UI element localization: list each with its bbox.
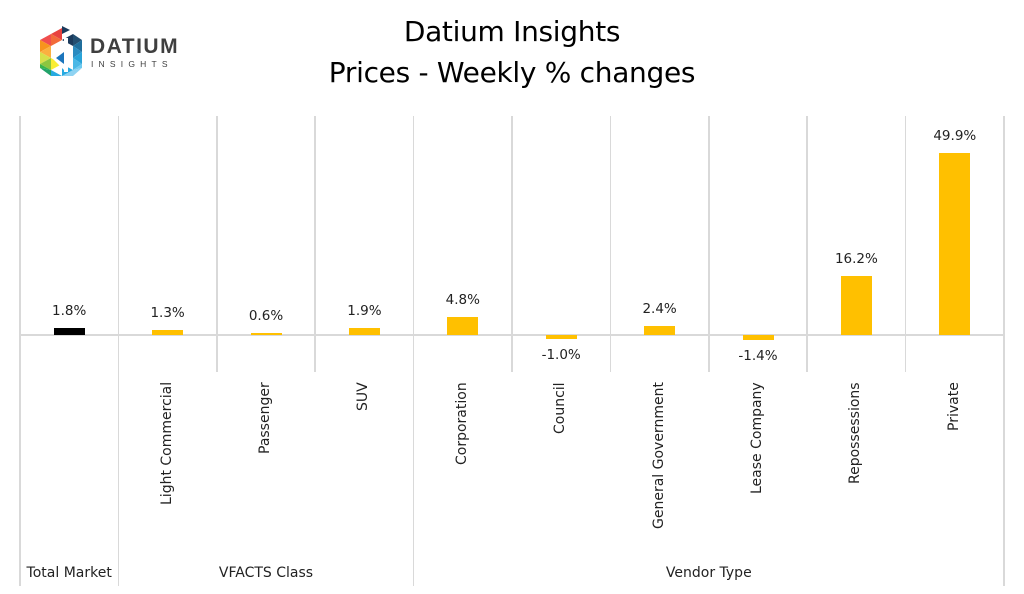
- data-label: 1.9%: [347, 303, 382, 320]
- chart-subtitle: Prices - Weekly % changes: [328, 56, 696, 89]
- data-label: 1.3%: [150, 305, 185, 322]
- datium-logo: DATIUM INSIGHTS: [38, 26, 198, 82]
- category-label: Private: [945, 382, 962, 431]
- chart-title: Datium Insights: [403, 15, 621, 48]
- category-divider-line: [314, 116, 316, 372]
- bar-general-government: [644, 326, 676, 335]
- category-divider-line: [216, 116, 218, 372]
- data-label: 1.8%: [52, 303, 87, 320]
- datium-hexagon-icon: [40, 26, 82, 76]
- data-label: -1.0%: [541, 346, 581, 363]
- data-label: 16.2%: [834, 250, 878, 267]
- data-label: 4.8%: [445, 292, 480, 309]
- bar-light-commercial: [152, 330, 184, 335]
- bar-total-market: [53, 328, 85, 335]
- category-divider-line: [511, 116, 513, 372]
- category-label: Light Commercial: [158, 381, 175, 505]
- zero-baseline: [20, 334, 1004, 336]
- category-label: Council: [552, 382, 569, 434]
- data-label: -1.4%: [738, 348, 778, 365]
- bar-private: [939, 153, 971, 335]
- bar-repossessions: [840, 275, 872, 335]
- category-divider-line: [708, 116, 710, 372]
- bar-suv: [348, 328, 380, 335]
- bar-corporation: [447, 317, 479, 335]
- data-label: 49.9%: [933, 128, 977, 144]
- group-divider-line: [412, 116, 415, 586]
- category-label: Lease Company: [749, 382, 765, 494]
- category-label: Repossessions: [847, 382, 864, 484]
- bar-passenger: [250, 332, 282, 335]
- logo-subtitle: INSIGHTS: [91, 59, 173, 69]
- group-divider-line: [1003, 116, 1005, 586]
- category-label: General Government: [650, 382, 667, 529]
- bar-council: [545, 335, 577, 339]
- group-divider-line: [117, 116, 120, 586]
- category-label: Passenger: [257, 382, 273, 454]
- group-label: Total Market: [26, 565, 112, 581]
- group-label: Vendor Type: [665, 565, 752, 581]
- category-label: SUV: [355, 382, 372, 411]
- data-label: 2.4%: [642, 301, 677, 318]
- group-divider-line: [19, 116, 21, 586]
- logo-wordmark: DATIUM: [90, 35, 180, 58]
- category-label: Corporation: [453, 382, 470, 465]
- group-label: VFACTS Class: [218, 565, 314, 581]
- category-divider-line: [806, 116, 808, 372]
- data-label: 0.6%: [248, 307, 284, 324]
- category-divider-line: [904, 116, 907, 372]
- category-divider-line: [609, 116, 612, 372]
- bar-lease-company: [742, 335, 774, 341]
